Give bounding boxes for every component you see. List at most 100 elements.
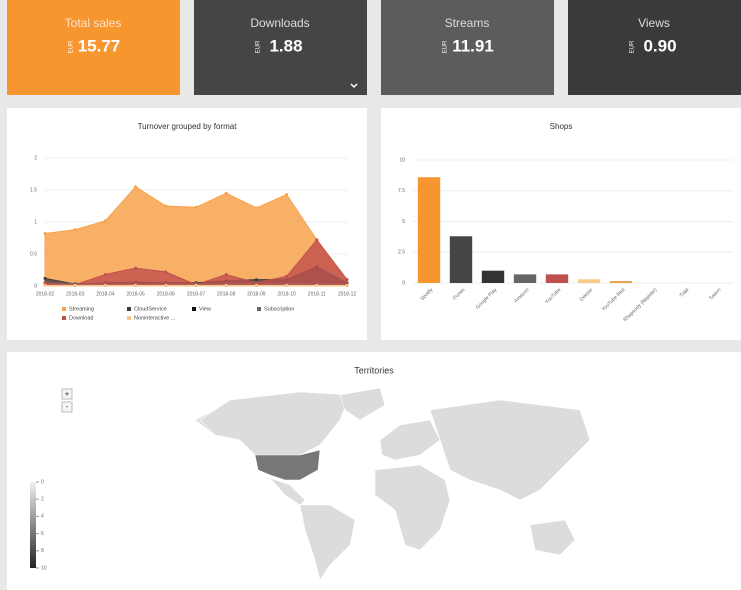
y-tick-label: 1 — [34, 219, 37, 225]
point — [285, 274, 289, 278]
chart-title: Turnover grouped by format — [138, 122, 238, 131]
x-tick-label: 2018-07 — [187, 291, 206, 297]
bar — [609, 281, 633, 283]
point — [254, 206, 258, 210]
card-value: 15.77 — [78, 36, 121, 55]
card — [194, 0, 367, 95]
country — [529, 519, 576, 556]
map-title: Territories — [354, 365, 394, 375]
legend-tick-label: 6 — [41, 531, 44, 537]
y-tick-label: 0.5 — [30, 251, 37, 257]
legend-swatch — [62, 316, 66, 320]
point — [73, 228, 77, 232]
land — [194, 387, 591, 581]
legend-swatch — [127, 307, 131, 311]
point — [134, 283, 138, 287]
expand-icon — [350, 83, 358, 89]
legend-label: Subscription — [264, 306, 294, 312]
point — [73, 283, 77, 287]
point — [254, 283, 258, 287]
x-tick-label: Tidal — [679, 287, 691, 299]
point — [134, 185, 138, 189]
point — [43, 232, 47, 236]
legend-tick-label: 10 — [41, 565, 47, 571]
x-tick-label: 2018-05 — [126, 291, 145, 297]
point — [164, 204, 168, 208]
legend-tick-label: 4 — [41, 514, 44, 520]
point — [164, 283, 168, 287]
legend-label: CloudService — [134, 306, 167, 312]
zoom-out[interactable] — [61, 401, 73, 413]
color-scale — [30, 482, 36, 568]
bar — [481, 270, 505, 283]
card-title: Views — [638, 16, 670, 30]
x-tick-label: 2018-02 — [36, 291, 55, 297]
point — [164, 270, 168, 274]
country — [299, 504, 356, 581]
point — [224, 283, 228, 287]
point — [194, 283, 198, 287]
country — [379, 419, 441, 461]
legend-tick-label: 0 — [41, 479, 44, 485]
point — [315, 283, 319, 287]
area — [44, 239, 348, 287]
y-tick-label: 0 — [34, 283, 37, 289]
y-tick-label: 1.5 — [30, 187, 37, 193]
x-tick-label: 2018-04 — [96, 291, 115, 297]
legend-label: Download — [69, 315, 93, 321]
point — [43, 283, 47, 287]
x-tick-label: 2018-06 — [157, 291, 176, 297]
country — [269, 477, 306, 506]
map: Territories + - 0 2 4 6 8 10 — [30, 365, 591, 581]
card-title: Downloads — [250, 16, 309, 30]
point — [254, 281, 258, 285]
zoom-in-label[interactable]: + — [65, 390, 70, 399]
card-value: 1.88 — [269, 36, 302, 55]
panel — [7, 352, 741, 590]
point — [315, 238, 319, 242]
zoom-out-label[interactable]: - — [66, 402, 69, 411]
point — [194, 205, 198, 209]
card-currency: EUR — [630, 40, 636, 53]
point — [103, 272, 107, 276]
point — [134, 266, 138, 270]
x-tick-label: 2018-10 — [277, 291, 296, 297]
card — [568, 0, 741, 95]
bar — [513, 274, 537, 283]
bar — [449, 236, 473, 283]
card-value: 0.90 — [643, 36, 676, 55]
point — [285, 192, 289, 196]
panel — [381, 108, 741, 340]
area-chart: 0 0.5 1 1.5 2 Turnover grouped by format 2018-… — [30, 122, 356, 321]
card-value: 11.91 — [452, 36, 494, 55]
point — [43, 276, 47, 280]
x-tick-label: 2018-08 — [217, 291, 236, 297]
point — [103, 219, 107, 223]
legend-label: Noninteractive ... — [134, 315, 176, 321]
legend-tick-label: 8 — [41, 548, 44, 554]
legend-swatch — [62, 307, 66, 311]
country — [429, 399, 591, 501]
card — [7, 0, 180, 95]
y-tick-label: 10 — [399, 157, 405, 163]
card-title: Total sales — [65, 16, 122, 30]
legend-tick-label: 2 — [41, 497, 44, 503]
point — [345, 278, 349, 282]
point — [43, 281, 47, 285]
card-currency: EUR — [69, 40, 75, 53]
point — [103, 283, 107, 287]
country — [254, 449, 321, 481]
y-tick-label: 2.5 — [398, 250, 405, 256]
y-tick-label: 5 — [402, 219, 405, 225]
y-tick-label: 2 — [34, 155, 37, 161]
legend-swatch — [192, 307, 196, 311]
point — [254, 278, 258, 282]
legend-swatch — [127, 316, 131, 320]
zoom-in[interactable] — [61, 388, 73, 400]
card-currency: EUR — [443, 40, 449, 53]
card-currency: EUR — [256, 40, 262, 53]
card-title: Streams — [445, 16, 490, 30]
bar — [417, 177, 441, 283]
